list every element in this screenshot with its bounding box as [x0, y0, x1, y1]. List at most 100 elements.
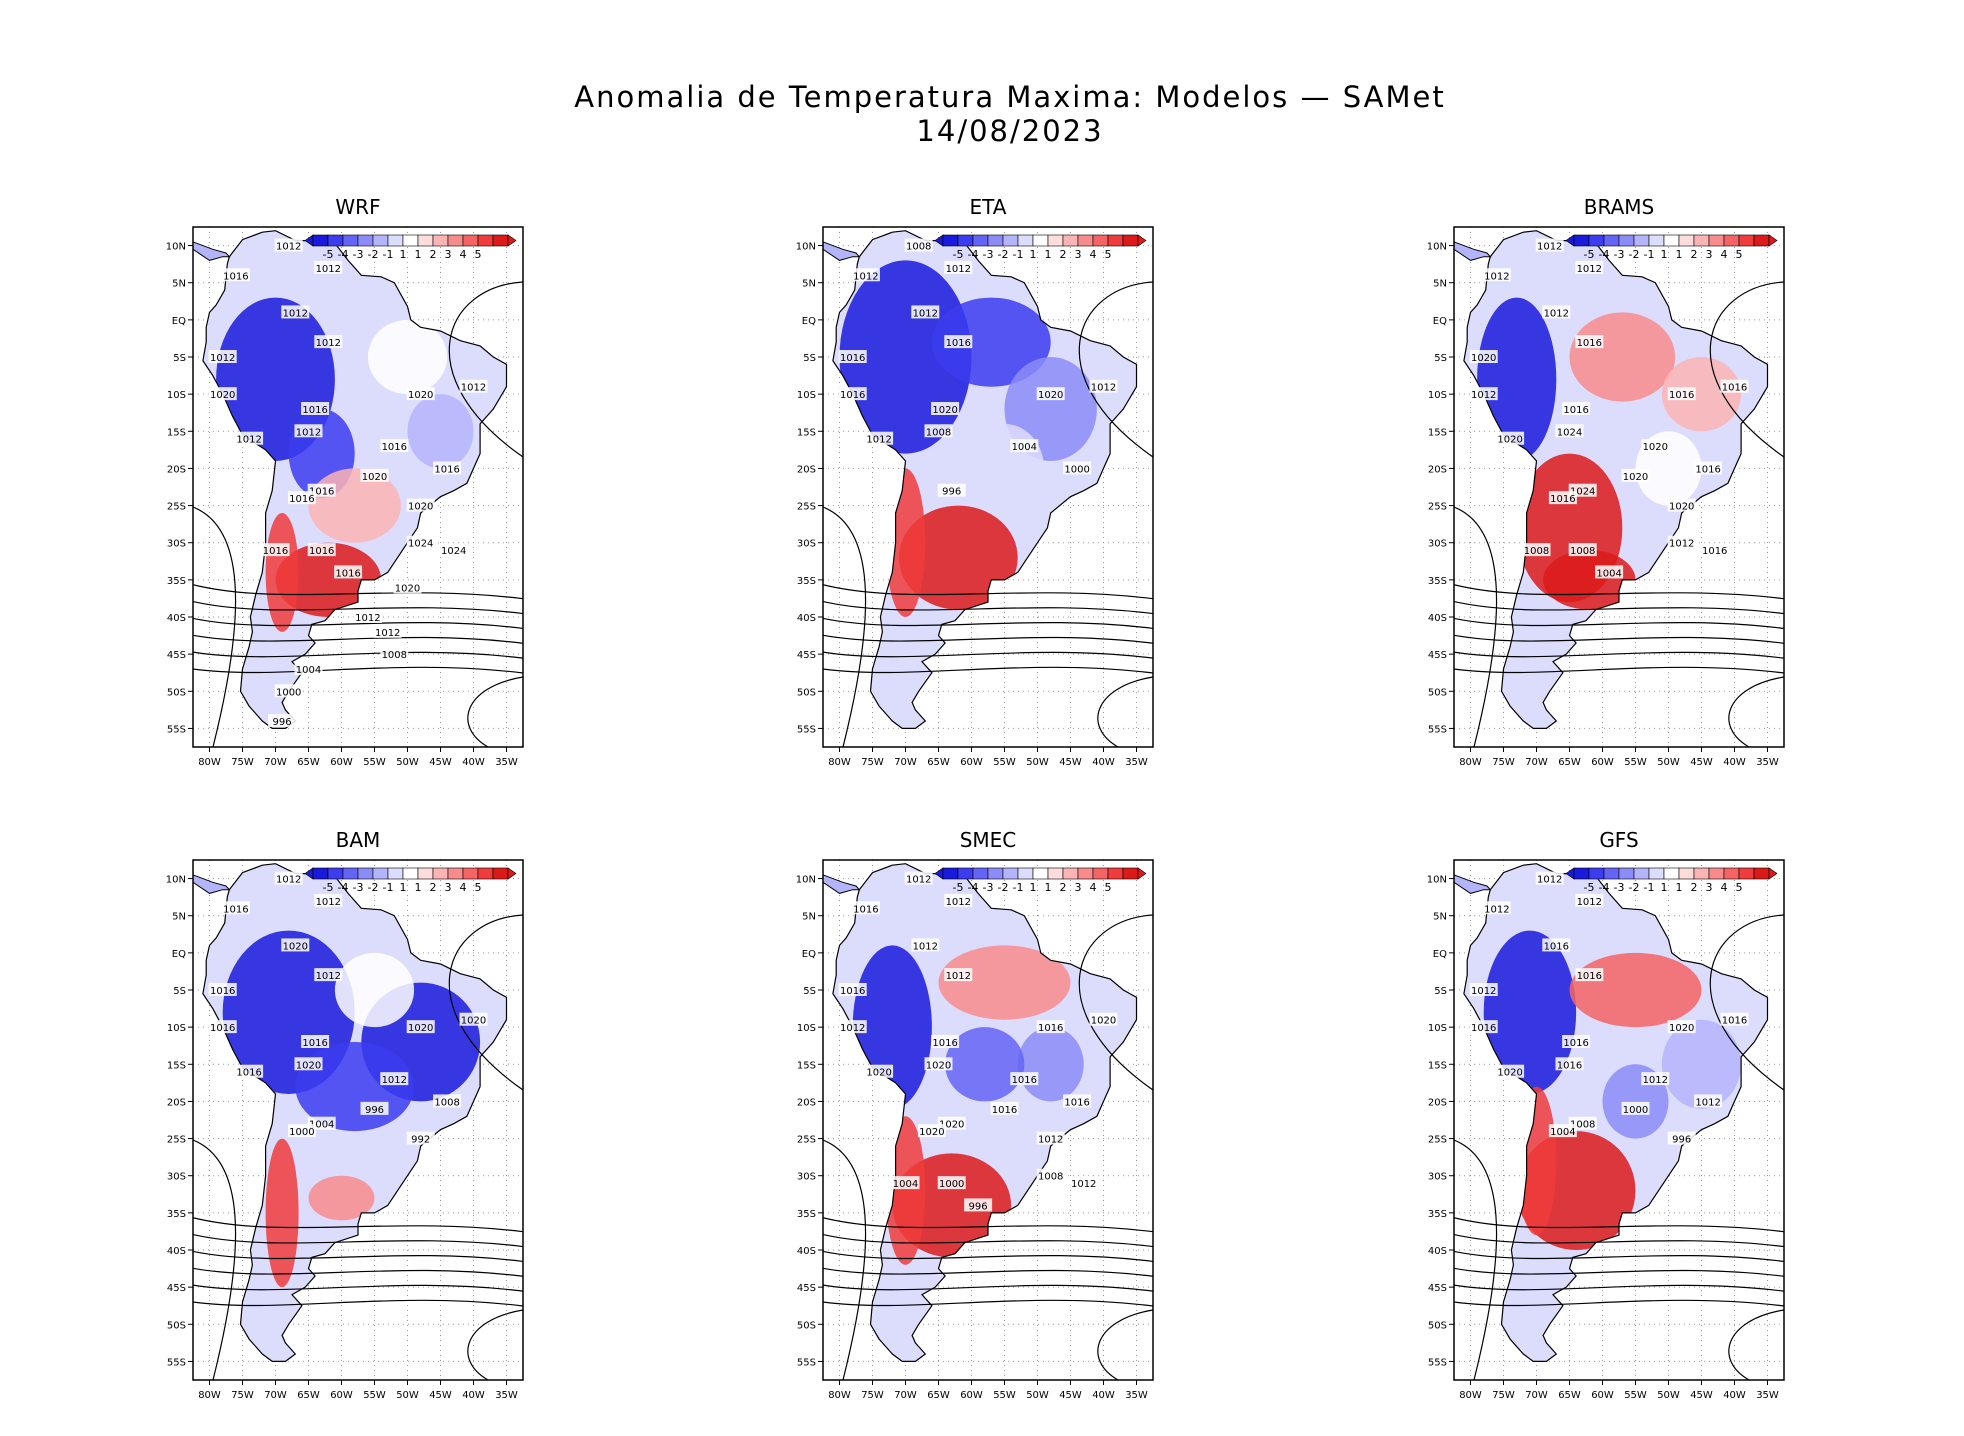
isobar-label-bg [1700, 543, 1729, 557]
colorbar-segment [1678, 234, 1695, 247]
isobar-label-bg [931, 1035, 960, 1048]
colorbar-label: 1 [400, 248, 407, 261]
isobar-label: 1020 [1471, 353, 1496, 364]
lat-tick-label: 50S [167, 1320, 186, 1331]
isobar-label: 1012 [946, 264, 971, 275]
colorbar-segment [1618, 234, 1635, 247]
anomaly-blob [1569, 312, 1676, 402]
isobar-label: 1020 [408, 1023, 433, 1034]
colorbar-segment [462, 234, 479, 247]
central-america-outline [1454, 874, 1492, 894]
isobar-label: 1016 [1471, 1023, 1496, 1034]
lat-tick-label: 10S [1428, 390, 1447, 401]
isobar [193, 600, 523, 615]
isobar [823, 506, 867, 747]
lat-tick-label: 15S [1428, 427, 1447, 438]
colorbar-segment [957, 867, 974, 880]
map-panel-gfs: GFS 1012 1012 1012 1016 1016 1012 1016 1016 1020 1… [1316, 828, 1785, 1428]
isobar [467, 1309, 523, 1380]
colorbar-segment [1092, 867, 1109, 880]
lon-tick-label: 65W [1558, 757, 1581, 768]
colorbar-segment [1002, 867, 1019, 880]
isobar [1454, 1233, 1784, 1248]
isobar [193, 1250, 523, 1263]
anomaly-blob [931, 297, 1051, 387]
lat-tick-label: 50S [1428, 1320, 1447, 1331]
isobar [193, 634, 523, 644]
lat-tick-label: 10N [166, 875, 186, 886]
colorbar-segment [372, 234, 389, 247]
isobar-label-bg [1667, 498, 1696, 512]
colorbar-segment [1047, 234, 1064, 247]
isobar-label-bg [406, 498, 435, 512]
colorbar-label: 5 [1736, 881, 1743, 894]
colorbar-segment [357, 867, 374, 880]
isobar-label: 1020 [866, 1068, 891, 1079]
colorbar-label: 3 [1706, 881, 1713, 894]
lat-tick-label: 15S [1428, 1060, 1447, 1071]
anomaly-field [1463, 230, 1768, 729]
isobar-label-bg [1555, 1057, 1584, 1071]
coastline [202, 863, 508, 1362]
lat-tick-label: 10N [796, 242, 816, 253]
colorbar-segment [1047, 867, 1064, 880]
isobar-label-bg [1469, 350, 1498, 363]
lon-tick-label: 65W [297, 1390, 320, 1401]
isobar-label-bg [393, 580, 422, 594]
isobar [193, 651, 523, 659]
lat-tick-label: 25S [1428, 502, 1447, 513]
colorbar-segment [1678, 867, 1695, 880]
isobar-label: 1008 [382, 650, 407, 661]
colorbar-segment [1077, 234, 1094, 247]
isobar-label-bg [208, 350, 237, 363]
colorbar-segment [1032, 234, 1049, 247]
colorbar-segment [1708, 867, 1725, 880]
isobar [823, 1250, 1153, 1263]
lat-tick-label: 5N [172, 279, 186, 290]
isobar [1454, 634, 1784, 644]
colorbar-label: -1 [1013, 881, 1024, 894]
isobar [1454, 666, 1784, 674]
isobar [1454, 1217, 1784, 1233]
lat-tick-label: 5N [172, 912, 186, 923]
isobar-label-bg [990, 1101, 1019, 1115]
isobar-label: 1016 [1722, 1016, 1747, 1027]
isobar-label-bg [314, 893, 343, 907]
isobar-label: 1020 [1623, 472, 1648, 483]
lat-tick-label: 20S [1428, 1097, 1447, 1108]
isobar-label-bg [1089, 1012, 1118, 1026]
isobar-label: 1012 [1471, 390, 1496, 401]
isobar-label-bg [380, 439, 409, 453]
colorbar-segment [1693, 234, 1710, 247]
isobar-label: 1020 [362, 472, 387, 483]
colorbar-label: 1 [1661, 881, 1668, 894]
isobar-label: 1016 [210, 1023, 235, 1034]
colorbar-segment [942, 234, 959, 247]
isobar-label: 1016 [840, 986, 865, 997]
lat-tick-label: 10N [796, 875, 816, 886]
lat-tick-label: 15S [167, 1060, 186, 1071]
isobar-label: 1004 [1596, 568, 1621, 579]
isobar-label: 1012 [1484, 904, 1509, 915]
colorbar-arrow-high [507, 234, 517, 247]
colorbar-segment [417, 867, 434, 880]
isobar-label-bg [314, 260, 343, 274]
colorbar-label: -5 [323, 248, 334, 261]
isobar-label: 1016 [289, 494, 314, 505]
isobar-label: 1012 [1484, 271, 1509, 282]
colorbar-label: 2 [1060, 881, 1067, 894]
isobar-label: 1012 [840, 1023, 865, 1034]
colorbar-label: -3 [983, 248, 994, 261]
isobar-label: 1016 [1550, 494, 1575, 505]
isobar-label: 1016 [1563, 1038, 1588, 1049]
isobar-label-bg [1667, 535, 1696, 549]
lat-tick-label: 10S [167, 1023, 186, 1034]
colorbar-label: 2 [430, 881, 437, 894]
central-america-outline [823, 241, 861, 261]
lon-tick-label: 80W [828, 757, 851, 768]
isobar-label-bg [221, 268, 250, 282]
isobar-label: 1008 [926, 427, 951, 438]
lon-tick-label: 80W [198, 1390, 221, 1401]
anomaly-blob [1483, 930, 1577, 1094]
lon-tick-label: 55W [363, 1390, 386, 1401]
